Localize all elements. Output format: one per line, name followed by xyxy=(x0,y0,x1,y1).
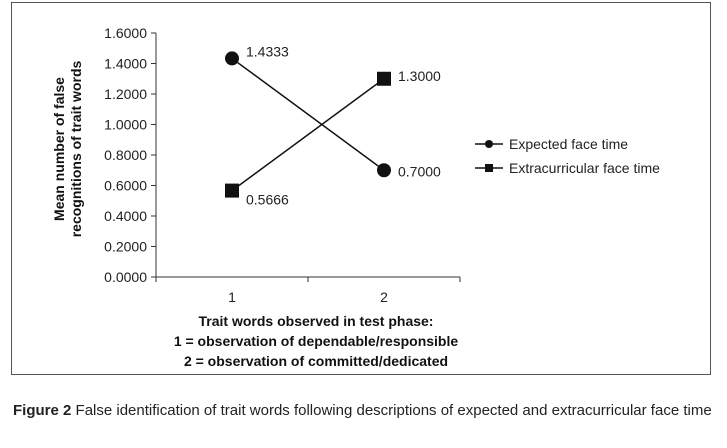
x-tick-label: 2 xyxy=(380,289,388,305)
chart-frame: 0.0000 0.2000 0.4000 0.6000 0.8000 1.0000 1.20… xyxy=(11,2,711,375)
y-tick-label: 1.6000 xyxy=(104,25,147,41)
y-axis-label: recognitions of trait words xyxy=(68,61,84,238)
y-tick-label: 0.8000 xyxy=(104,147,147,163)
series-line xyxy=(231,57,385,171)
legend-marker-square xyxy=(485,164,493,172)
legend-label: Extracurricular face time xyxy=(509,160,660,176)
x-tick-label: 1 xyxy=(228,289,236,305)
data-point-square xyxy=(377,71,391,86)
y-tick-label: 1.0000 xyxy=(104,117,147,133)
data-point-circle xyxy=(225,51,239,66)
legend-marker-circle xyxy=(485,140,493,148)
y-tick-label: 0.2000 xyxy=(104,239,147,255)
x-axis-label: 1 = observation of dependable/responsibl… xyxy=(174,333,459,349)
figure-label: Figure 2 xyxy=(13,402,72,419)
y-tick-label: 0.0000 xyxy=(104,269,147,285)
data-label: 1.3000 xyxy=(398,68,441,84)
data-label: 0.5666 xyxy=(246,192,289,208)
figure-caption-text: False identification of trait words foll… xyxy=(75,402,712,419)
y-tick-label: 0.4000 xyxy=(104,208,147,224)
x-axis-label: 2 = observation of committed/dedicated xyxy=(184,353,448,369)
data-point-circle xyxy=(377,163,391,178)
data-label: 0.7000 xyxy=(398,163,441,179)
y-tick-label: 1.4000 xyxy=(104,56,147,72)
x-axis-label: Trait words observed in test phase: xyxy=(199,313,434,329)
y-tick-label: 0.6000 xyxy=(104,178,147,194)
legend-label: Expected face time xyxy=(509,136,628,152)
data-label: 1.4333 xyxy=(246,43,289,59)
y-axis-label: Mean number of false xyxy=(51,77,67,221)
chart-svg: 0.0000 0.2000 0.4000 0.6000 0.8000 1.0000 1.20… xyxy=(51,25,660,369)
figure-caption: Figure 2 False identification of trait w… xyxy=(13,401,713,421)
data-point-square xyxy=(225,183,239,198)
series-line xyxy=(231,78,385,192)
y-tick-label: 1.2000 xyxy=(104,86,147,102)
